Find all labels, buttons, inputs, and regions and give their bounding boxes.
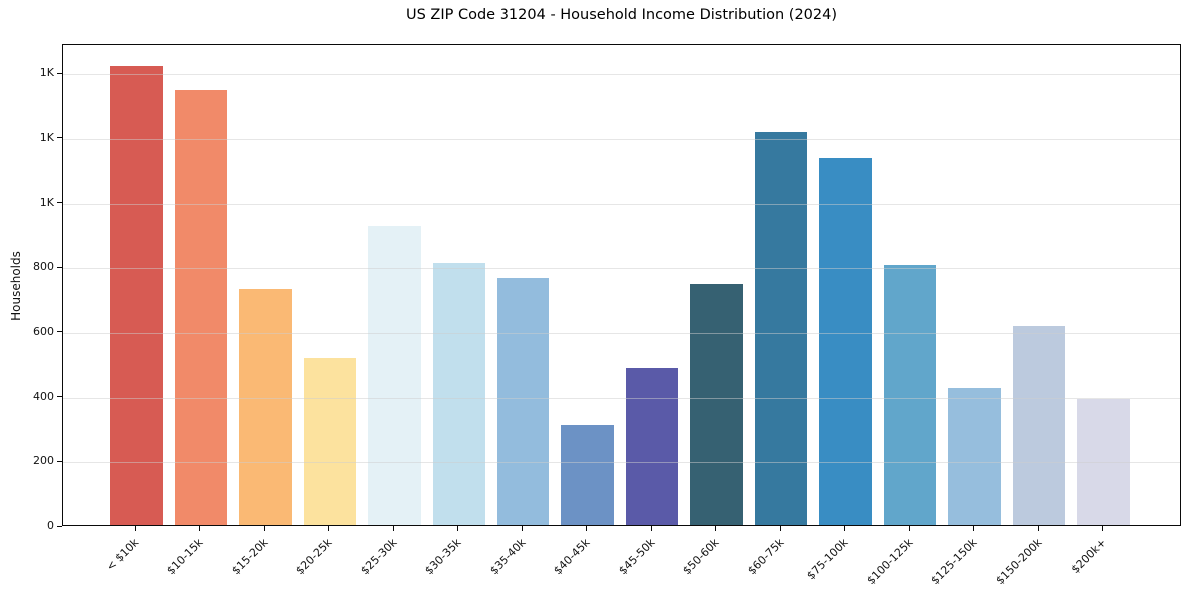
y-tick-mark [57, 396, 62, 398]
x-tick-mark [134, 526, 136, 531]
gridline [63, 462, 1180, 464]
bar-50-60k [690, 284, 743, 525]
bar-40-45k [561, 424, 614, 525]
gridline [63, 268, 1180, 270]
x-tick-label-30-35k: $30-35k [422, 536, 464, 578]
x-tick-label-150-200k: $150-200k [993, 536, 1045, 588]
gridline [63, 138, 1180, 140]
y-tick-mark [57, 331, 62, 333]
y-tick-mark [57, 72, 62, 74]
x-tick-mark [199, 526, 201, 531]
y-tick-mark [57, 525, 62, 527]
x-tick-mark [1102, 526, 1104, 531]
x-tick-mark [586, 526, 588, 531]
x-tick-mark [328, 526, 330, 531]
y-tick-label: 1K [39, 130, 54, 144]
x-tick-label-20-25k: $20-25k [293, 536, 336, 578]
bar-75-100k [819, 157, 872, 525]
x-tick-label-60-75k: $60-75k [745, 536, 787, 578]
bar-10-15k [174, 89, 228, 525]
y-axis-label: Households [9, 251, 23, 321]
bar-125-150k [948, 387, 1001, 525]
x-tick-label-25-30k: $25-30k [358, 536, 400, 578]
x-tick-mark [908, 526, 910, 531]
y-tick-label: 1K [39, 66, 54, 80]
bar-15-20k [239, 288, 292, 525]
gridline [63, 203, 1180, 205]
x-tick-label-200k: $200k+ [1068, 536, 1109, 577]
bar-35-40k [496, 277, 550, 525]
x-tick-label-40-45k: $40-45k [551, 536, 593, 578]
x-tick-mark [650, 526, 652, 531]
gridline [63, 74, 1180, 76]
bar-45-50k [625, 368, 679, 525]
y-tick-label: 800 [33, 260, 54, 274]
bar-30-35k [432, 263, 485, 525]
x-tick-label-45-50k: $45-50k [616, 536, 658, 578]
bar-20-25k [303, 358, 357, 525]
x-tick-mark [844, 526, 846, 531]
x-tick-label-10k: < $10k [103, 536, 142, 574]
x-tick-mark [779, 526, 781, 531]
x-tick-mark [457, 526, 459, 531]
x-tick-label-125-150k: $125-150k [928, 536, 980, 588]
y-tick-label: 400 [33, 389, 54, 403]
x-tick-mark [521, 526, 523, 531]
bar-100-125k [883, 264, 937, 525]
y-tick-label: 0 [47, 519, 54, 532]
y-tick-label: 600 [33, 324, 54, 338]
y-tick-mark [57, 137, 62, 139]
x-tick-mark [392, 526, 394, 531]
x-tick-mark [1037, 526, 1039, 531]
bar-25-30k [368, 225, 421, 525]
y-tick-mark [57, 460, 62, 462]
chart-title: US ZIP Code 31204 - Household Income Dis… [405, 7, 838, 23]
x-tick-label-10-15k: $10-15k [164, 536, 207, 578]
x-tick-mark [715, 526, 717, 531]
y-tick-label: 1K [39, 195, 54, 209]
plot-area [62, 44, 1181, 526]
x-tick-mark [263, 526, 265, 531]
x-tick-label-50-60k: $50-60k [680, 536, 722, 578]
x-tick-mark [973, 526, 975, 531]
x-tick-label-15-20k: $15-20k [229, 536, 271, 578]
x-tick-label-75-100k: $75-100k [804, 536, 851, 583]
bar-200k [1077, 398, 1130, 525]
bar-60-75k [754, 132, 808, 525]
gridline [63, 397, 1180, 399]
y-tick-label: 200 [33, 454, 54, 468]
x-tick-label-100-125k: $100-125k [864, 536, 916, 588]
bar-10k [110, 65, 163, 525]
y-tick-mark [57, 202, 62, 203]
bar-150-200k [1012, 326, 1066, 525]
y-tick-mark [57, 266, 62, 268]
x-tick-label-35-40k: $35-40k [487, 536, 529, 578]
gridline [63, 332, 1180, 334]
